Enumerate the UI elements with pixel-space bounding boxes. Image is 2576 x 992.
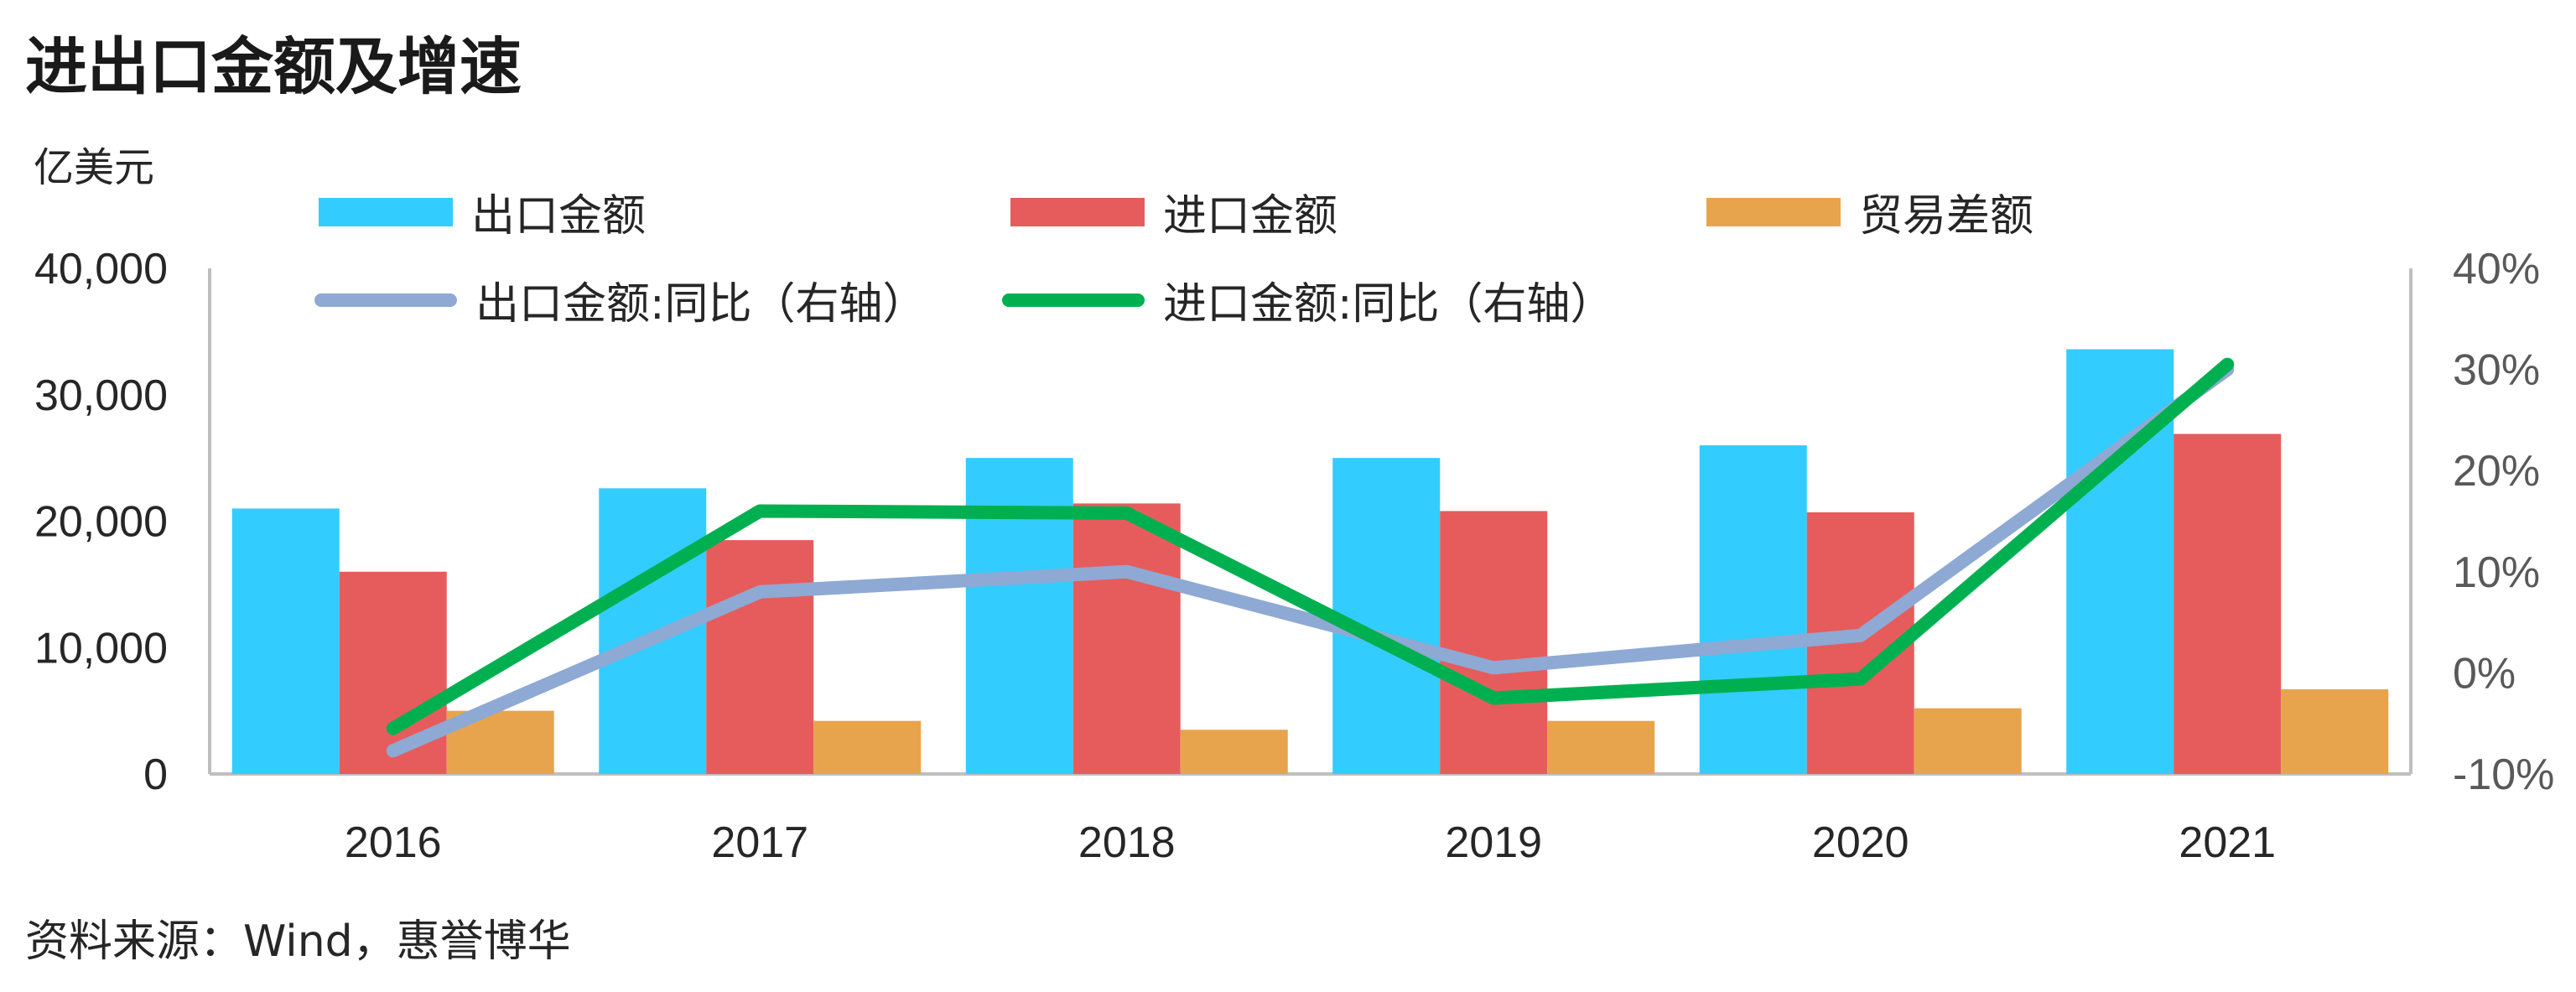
bar-import	[706, 540, 814, 774]
bar-balance	[1180, 730, 1288, 774]
y-right-tick-label: 40%	[2453, 245, 2540, 293]
tick-labels: 0 10,000 20,000 30,000 40,000 -10% 0% 10% 20% 30%…	[34, 245, 2554, 867]
bar-export	[1699, 445, 1807, 774]
y-left-tick-label: 10,000	[34, 624, 168, 673]
line-export-yoy	[386, 362, 2235, 758]
y-left-tick-label: 0	[143, 750, 168, 799]
y-left-tick-label: 30,000	[34, 371, 168, 420]
bar-import	[1072, 503, 1181, 774]
bar-export	[1332, 458, 1441, 774]
legend-label-import-yoy: 进口金额:同比（右轴）	[1163, 279, 1614, 330]
y-left-tick-label: 40,000	[34, 245, 168, 293]
bar-export	[965, 458, 1073, 774]
x-tick-label: 2016	[345, 818, 442, 867]
left-axis-unit: 亿美元	[34, 144, 155, 191]
y-right-tick-label: 20%	[2453, 447, 2540, 496]
y-right-tick-label: 0%	[2453, 649, 2516, 698]
source-note: 资料来源：Wind，惠誉博华	[25, 917, 571, 967]
legend-label-balance: 贸易差额	[1859, 191, 2034, 242]
y-right-tick-label: 30%	[2453, 346, 2540, 395]
y-left-tick-label: 20,000	[34, 498, 168, 547]
legend-swatch-import-yoy	[1002, 293, 1145, 307]
bar-export	[231, 508, 340, 774]
legend-export-yoy: 出口金额:同比（右轴）	[314, 268, 927, 331]
y-right-tick-label: -10%	[2453, 750, 2554, 799]
x-tick-label: 2020	[1812, 818, 1909, 867]
axes	[208, 268, 2412, 776]
x-tick-label: 2019	[1445, 818, 1542, 867]
bar-balance	[1914, 708, 2022, 774]
legend-label-export-yoy: 出口金额:同比（右轴）	[475, 279, 927, 330]
bar-import	[1440, 511, 1548, 774]
bar-balance	[813, 720, 922, 774]
x-tick-label: 2021	[2179, 818, 2276, 867]
legend-import: 进口金额	[1010, 180, 1337, 243]
legend-swatch-import	[1010, 197, 1145, 226]
bar-balance	[2281, 688, 2389, 774]
bars	[231, 349, 2389, 774]
chart-title: 进出口金额及增速	[25, 31, 522, 103]
legend-swatch-balance	[1706, 197, 1841, 226]
lines	[386, 357, 2235, 758]
legend-swatch-export-yoy	[314, 293, 457, 307]
legend-balance: 贸易差额	[1706, 180, 2033, 243]
x-tick-label: 2018	[1078, 818, 1176, 867]
y-right-tick-label: 10%	[2453, 548, 2540, 597]
x-tick-label: 2017	[711, 818, 808, 867]
legend-export: 出口金额	[319, 180, 646, 243]
legend-import-yoy: 进口金额:同比（右轴）	[1002, 268, 1614, 331]
legend-label-import: 进口金额	[1163, 191, 1338, 242]
legend-label-export: 出口金额	[471, 191, 647, 242]
legend-swatch-export	[319, 197, 453, 226]
bar-balance	[1547, 720, 1655, 774]
bar-import	[2174, 434, 2282, 774]
line-import-yoy	[386, 357, 2235, 735]
